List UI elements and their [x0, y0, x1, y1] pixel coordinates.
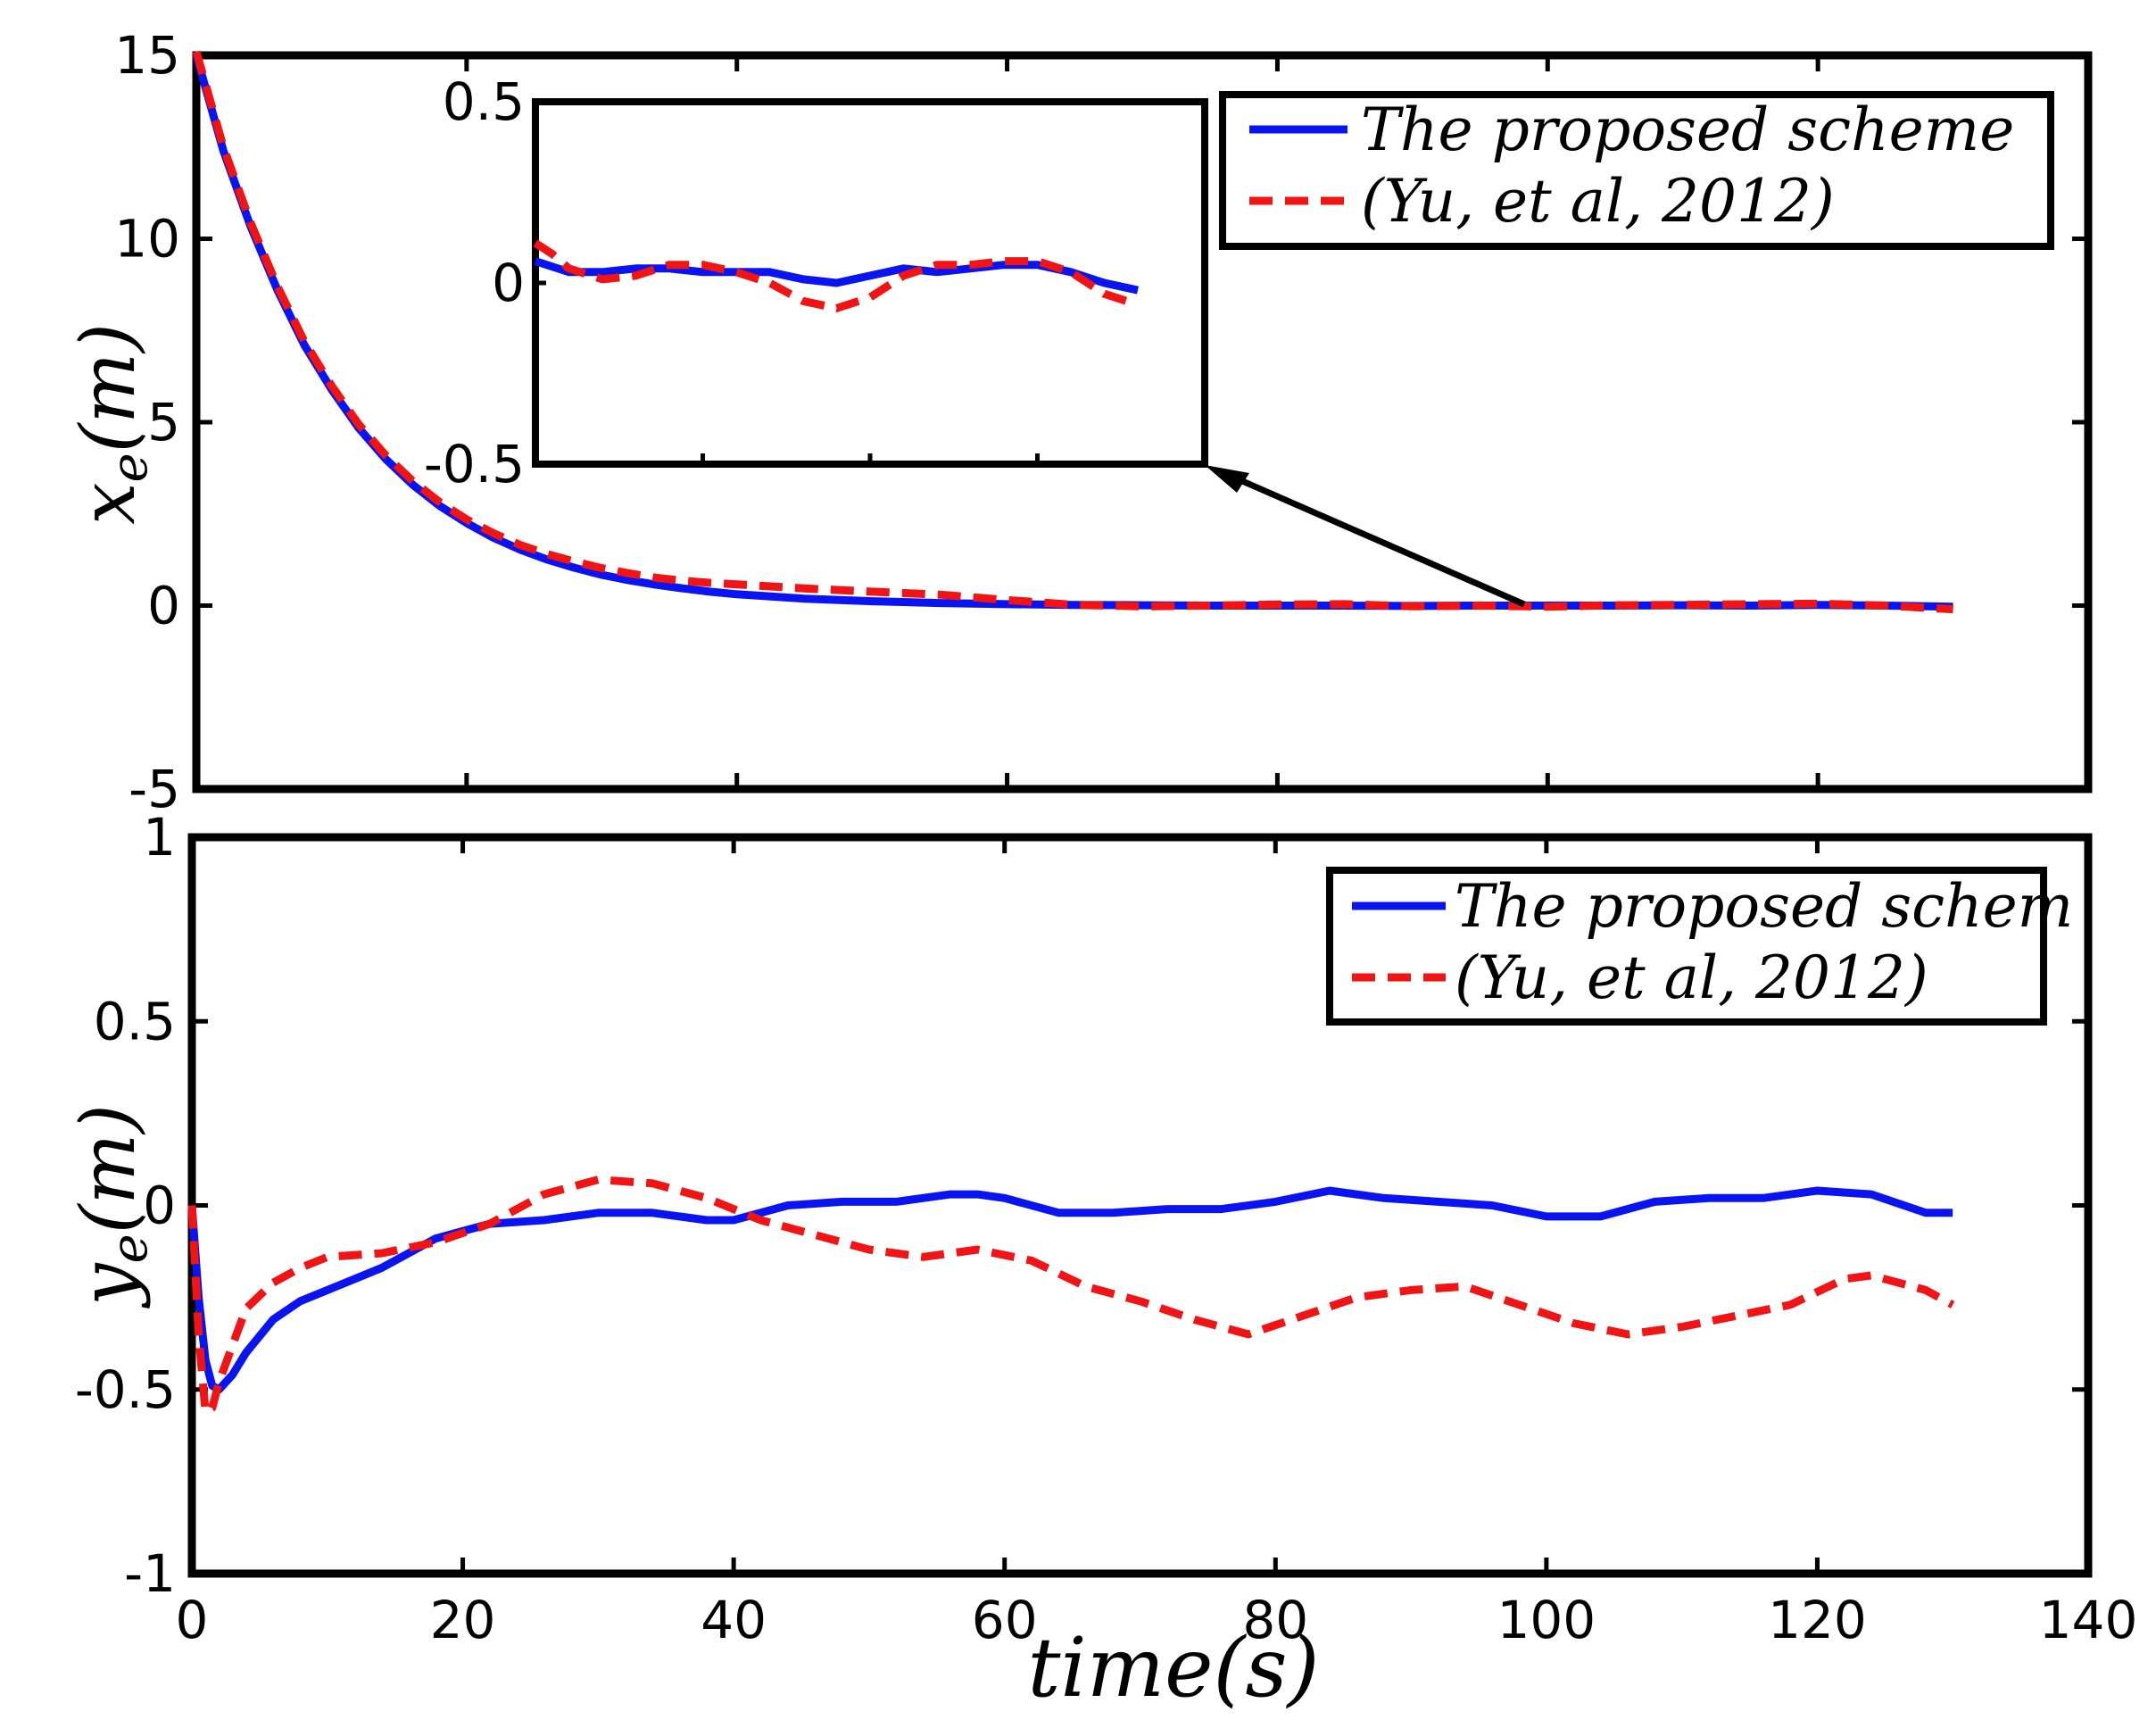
bottom-ytick-label: 1 [143, 807, 176, 868]
top-ylabel: xe(m) [64, 323, 159, 525]
bottom-xtick-label: 40 [701, 1590, 767, 1650]
bottom-ytick-label: 0.5 [94, 991, 176, 1051]
top-ytick-label: 0 [147, 576, 180, 636]
top-ytick-label: 5 [147, 392, 180, 453]
top-ytick-label: 15 [114, 25, 180, 86]
bottom-xtick-label: 80 [1242, 1590, 1308, 1650]
inset-panel: -0.5 0 0.5 [424, 71, 1208, 494]
bottom-legend: The proposed schem (Yu, et al, 2012) [1326, 867, 2073, 1026]
zoom-arrow [1205, 465, 1526, 608]
bottom-ytick-label: 0 [143, 1176, 176, 1236]
bottom-panel: -1 -0.5 0 0.5 1 0 20 40 60 80 100 120 140 ye(m) time… [64, 807, 2137, 1716]
top-ticks: -5 0 5 10 15 [114, 25, 2091, 819]
top-legend-box [1219, 91, 2054, 250]
zoom-arrow-line [1239, 477, 1526, 608]
top-series-yu2012 [192, 50, 1953, 614]
bottom-xtick-label: 120 [1768, 1590, 1867, 1650]
top-legend: The proposed scheme (Yu, et al, 2012) [1219, 91, 2054, 250]
inset-ticks: -0.5 0 0.5 [424, 71, 1040, 494]
bottom-legend-box [1326, 867, 2047, 1026]
bottom-xtick-label: 20 [430, 1590, 496, 1650]
top-panel: -5 0 5 10 15 xe(m) -0.5 0 0.5 The proposed sch… [64, 25, 2093, 819]
inset-series-yu2012 [533, 239, 1140, 312]
bottom-ylabel: ye(m) [64, 1104, 159, 1309]
bottom-legend-label-proposed: The proposed schem [1455, 872, 2073, 941]
bottom-ytick-label: -1 [124, 1543, 176, 1604]
top-legend-label-proposed: The proposed scheme [1361, 96, 2014, 164]
bottom-xtick-label: 100 [1497, 1590, 1596, 1650]
zoom-arrow-head [1205, 465, 1249, 493]
bottom-xtick-label: 140 [2039, 1590, 2138, 1650]
top-series [192, 50, 1953, 614]
bottom-legend-label-yu: (Yu, et al, 2012) [1455, 943, 1928, 1012]
top-ytick-label: 10 [114, 209, 180, 270]
bottom-series-yu2012 [187, 1176, 1955, 1416]
inset-ytick-label: 0.5 [443, 71, 525, 132]
inset-series-proposed [534, 257, 1139, 295]
bottom-xtick-label: 60 [972, 1590, 1038, 1650]
inset-ytick-label: 0 [492, 253, 525, 313]
bottom-ytick-label: -0.5 [75, 1359, 176, 1420]
inset-ytick-label: -0.5 [424, 434, 525, 494]
bottom-series-proposed [187, 1186, 1953, 1394]
bottom-series [187, 1176, 1955, 1416]
top-legend-label-yu: (Yu, et al, 2012) [1361, 167, 1835, 236]
bottom-ticks: -1 -0.5 0 0.5 1 0 20 40 60 80 100 120 140 [75, 807, 2138, 1650]
inset-series [533, 239, 1140, 312]
bottom-xtick-label: 0 [176, 1590, 209, 1650]
bottom-xlabel: time(s) [1027, 1620, 1319, 1716]
top-ytick-label: -5 [129, 759, 180, 819]
